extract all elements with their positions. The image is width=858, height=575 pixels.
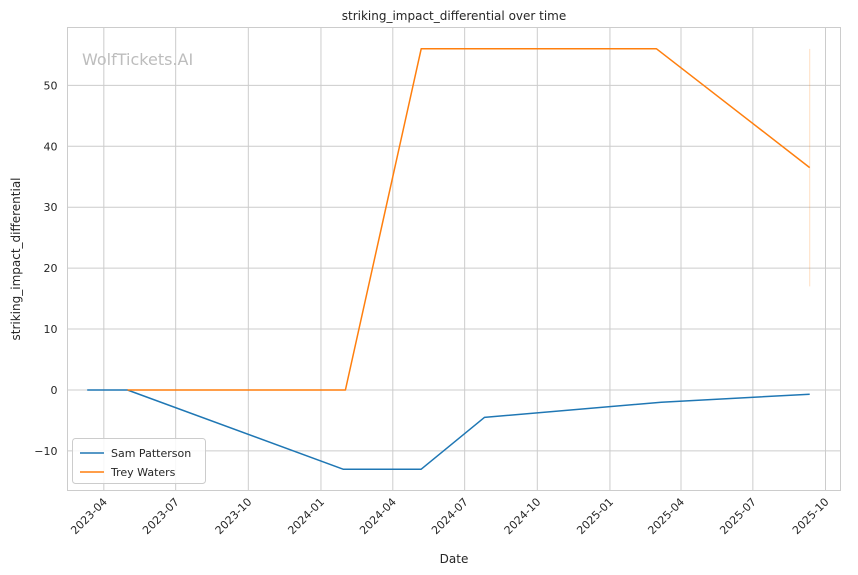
y-tick-label: 0	[51, 384, 58, 397]
y-tick-label: 50	[44, 79, 58, 92]
y-axis-label: striking_impact_differential	[9, 177, 23, 340]
series-lines	[87, 48, 811, 470]
legend-box	[72, 438, 206, 484]
y-tick-labels: −10 0 10 20 30 40 50	[34, 79, 57, 458]
legend: Sam Patterson Trey Waters	[72, 438, 206, 484]
plot-area	[67, 27, 841, 491]
y-tick-label: 10	[44, 323, 58, 336]
watermark: WolfTickets.AI	[82, 50, 193, 69]
x-axis-label: Date	[440, 552, 469, 566]
y-tick-label: 30	[44, 201, 58, 214]
y-tick-label: −10	[34, 445, 57, 458]
y-tick-label: 20	[44, 262, 58, 275]
legend-label-trey-waters: Trey Waters	[110, 466, 176, 479]
series-line-trey-waters	[127, 48, 811, 391]
legend-label-sam-patterson: Sam Patterson	[111, 447, 191, 460]
y-tick-label: 40	[44, 140, 58, 153]
chart-title: striking_impact_differential over time	[342, 9, 567, 23]
